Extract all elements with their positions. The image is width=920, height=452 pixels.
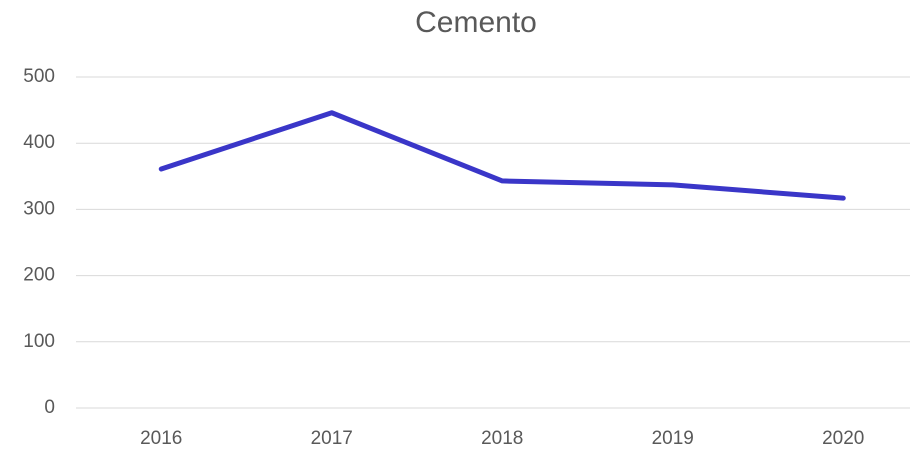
y-tick-label: 200: [23, 265, 55, 286]
x-tick-label: 2017: [311, 428, 353, 449]
y-tick-label: 100: [23, 331, 55, 352]
y-tick-label: 400: [23, 132, 55, 153]
y-tick-label: 500: [23, 66, 55, 87]
y-tick-label: 300: [23, 198, 55, 219]
x-tick-label: 2019: [652, 428, 694, 449]
chart-title: Cemento: [415, 6, 537, 39]
data-line: [158, 110, 846, 201]
x-tick-label: 2018: [481, 428, 523, 449]
x-tick-label: 2020: [822, 428, 864, 449]
y-tick-label: 0: [44, 397, 55, 418]
x-tick-label: 2016: [140, 428, 182, 449]
